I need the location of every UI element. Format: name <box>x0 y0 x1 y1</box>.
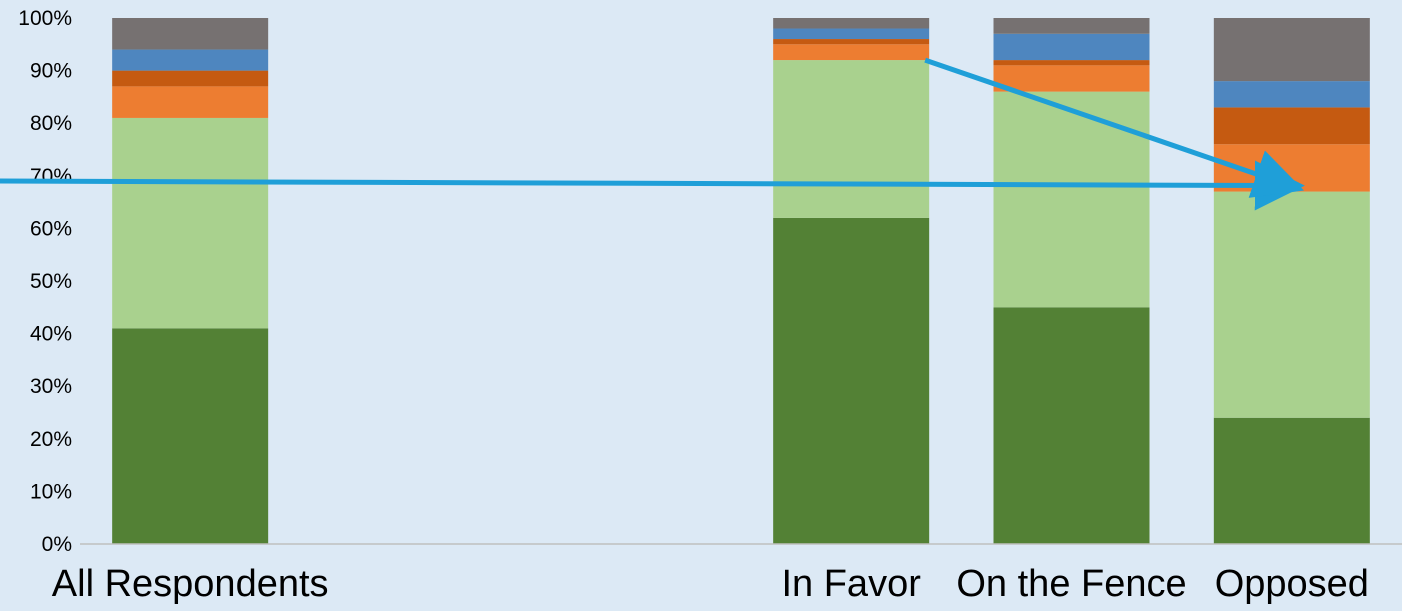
bar-segment <box>1213 107 1370 145</box>
bar-segment <box>112 70 269 87</box>
bar-segment <box>773 217 930 544</box>
bar-segment <box>112 86 269 118</box>
bar-segment <box>1213 417 1370 544</box>
y-tick-label: 50% <box>30 270 72 293</box>
x-axis-labels: All Respondents In Favor On the Fence Oppos… <box>52 563 1369 605</box>
bar-segment <box>993 91 1150 308</box>
annotations-group <box>0 57 1305 211</box>
y-tick-label: 0% <box>42 533 72 556</box>
y-tick-label: 90% <box>30 60 72 83</box>
y-tick-label: 70% <box>30 165 72 188</box>
bar-segment <box>773 28 930 40</box>
bar-segment <box>112 328 269 544</box>
x-tick-label: In Favor <box>781 563 921 605</box>
bar-segment <box>112 49 269 71</box>
y-tick-label: 80% <box>30 112 72 135</box>
annotation-arrow <box>0 160 1305 211</box>
bar-segment <box>1213 81 1370 108</box>
bar-segment <box>993 60 1150 66</box>
y-tick-label: 100% <box>18 7 72 30</box>
bar-segment <box>993 18 1150 34</box>
x-tick-label: Opposed <box>1215 563 1369 605</box>
bar-segment <box>993 307 1150 544</box>
y-axis: 0% 10% 20% 30% 40% 50% 60% 70% 80% 90% 100% <box>18 7 72 556</box>
annotation-arrow <box>924 57 1305 198</box>
bar-segment <box>773 60 930 218</box>
y-tick-label: 30% <box>30 375 72 398</box>
bar-segment <box>112 117 269 329</box>
bar-segment <box>1213 18 1370 82</box>
bar-segment <box>773 44 930 61</box>
y-tick-label: 20% <box>30 428 72 451</box>
bar-segment <box>993 65 1150 92</box>
x-tick-label: All Respondents <box>52 563 329 605</box>
y-tick-label: 40% <box>30 323 72 346</box>
bar-segment <box>773 39 930 45</box>
y-tick-label: 10% <box>30 480 72 503</box>
y-tick-label: 60% <box>30 217 72 240</box>
bar-segment <box>112 18 269 50</box>
bars-group <box>112 18 1370 544</box>
bar-segment <box>1213 191 1370 418</box>
bar-segment <box>773 18 930 29</box>
x-tick-label: On the Fence <box>956 563 1186 605</box>
bar-segment <box>993 33 1150 61</box>
